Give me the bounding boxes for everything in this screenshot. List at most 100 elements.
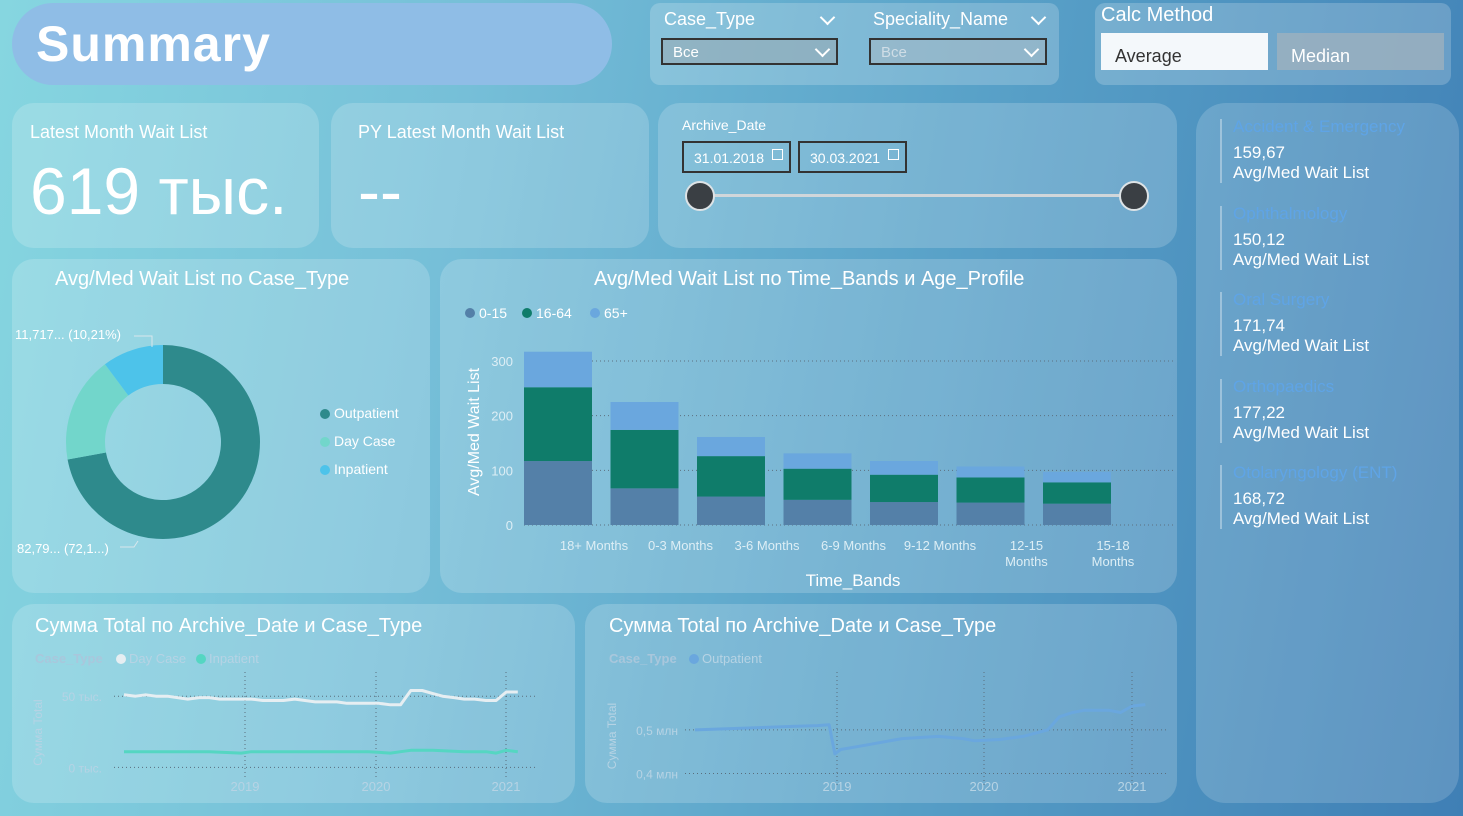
speciality-measure-label: Avg/Med Wait List [1233,422,1370,442]
bar-segment-16-64[interactable] [610,429,679,489]
legend-item-day-case[interactable]: Day Case [320,433,399,461]
start-date-input[interactable]: 31.01.2018 [682,141,791,173]
y-tick-label: 0 тыс. [69,761,102,775]
bar-segment-65+[interactable] [524,351,592,388]
date-range-track[interactable] [699,194,1134,197]
donut-slice-day-case[interactable] [66,364,129,460]
bar-segment-65+[interactable] [956,466,1025,478]
label-leader-line [120,540,139,548]
speciality-card: Accident & Emergency 159,67 Avg/Med Wait L… [1196,117,1459,197]
line-chart-panel-2: Сумма Total по Archive_Date и Case_Type … [585,604,1177,803]
legend-label-65+[interactable]: 65+ [604,305,628,321]
legend-label-16-64[interactable]: 16-64 [536,305,572,321]
bar-segment-0-15[interactable] [697,496,765,525]
bar-segment-0-15[interactable] [524,461,592,525]
chevron-down-icon[interactable] [819,9,836,26]
bar-segment-0-15[interactable] [870,502,938,525]
bar-segment-16-64[interactable] [1043,482,1111,504]
legend-dot-0-15 [465,308,475,318]
bar-segment-0-15[interactable] [956,502,1025,525]
legend-dot [196,654,206,664]
case-type-dropdown[interactable]: Все [661,38,838,65]
speciality-card: Orthopaedics 177,22 Avg/Med Wait List [1196,377,1459,457]
bar-segment-16-64[interactable] [870,474,938,503]
x-tick-label: 9-12 Months [904,538,977,553]
bar-segment-16-64[interactable] [524,387,592,462]
legend-dot-65+ [590,308,600,318]
series-line-outpatient[interactable] [694,703,1146,756]
calc-median-button[interactable]: Median [1277,33,1444,70]
calendar-icon[interactable] [772,149,783,160]
legend-label-0-15[interactable]: 0-15 [479,305,507,321]
speciality-dropdown[interactable]: Все [869,38,1047,65]
card-divider [1220,292,1222,356]
y-tick-label: 0,5 млн [636,724,678,738]
calc-method-slicer: Calc Method Average Median [1095,3,1451,85]
x-tick-label: 2021 [1118,779,1147,794]
line-chart-panel-1: Сумма Total по Archive_Date и Case_Type … [12,604,575,803]
legend-item-inpatient[interactable]: Inpatient [320,461,399,489]
py-latest-month-label: PY Latest Month Wait List [358,122,565,142]
bar-segment-65+[interactable] [870,461,938,475]
bar-chart-panel: Avg/Med Wait List по Time_Bands и Age_Pr… [440,259,1177,593]
legend-label[interactable]: Outpatient [702,651,762,666]
case-type-slicer-label: Case_Type [664,9,756,29]
legend-title: Case_Type [35,651,103,666]
donut-legend: Outpatient Day Case Inpatient [320,405,399,489]
end-date-input[interactable]: 30.03.2021 [798,141,907,173]
range-start-handle[interactable] [685,181,715,211]
donut-chart-panel: Avg/Med Wait List по Case_Type 11,717...… [12,259,430,593]
slicer-group: Case_Type Все Speciality_Name Все [650,3,1059,85]
legend-dot [116,654,126,664]
legend-item-outpatient[interactable]: Outpatient [320,405,399,433]
legend-dot [320,409,330,419]
range-end-handle[interactable] [1119,181,1149,211]
bar-segment-16-64[interactable] [697,456,765,497]
py-latest-month-card: PY Latest Month Wait List -- [331,103,649,248]
latest-month-value: 619 тыс. [30,154,288,228]
card-divider [1220,119,1222,183]
page-title-banner: Summary [12,3,612,85]
speciality-measure-label: Avg/Med Wait List [1233,163,1370,182]
calendar-icon[interactable] [888,149,899,160]
legend-label[interactable]: Inpatient [209,651,259,666]
line-chart-1-title: Сумма Total по Archive_Date и Case_Type [35,615,423,637]
speciality-name: Accident & Emergency [1233,117,1405,136]
bar-segment-0-15[interactable] [1043,503,1111,525]
legend-label: Day Case [334,433,396,449]
bar-chart-title: Avg/Med Wait List по Time_Bands и Age_Pr… [594,268,1025,290]
donut-chart-title: Avg/Med Wait List по Case_Type [55,268,350,290]
bar-segment-0-15[interactable] [610,488,679,525]
donut-slice-outpatient[interactable] [67,345,260,539]
speciality-value: 171,74 [1233,316,1285,335]
y-tick-label: 0,4 млн [636,767,678,781]
series-line-day-case[interactable] [123,689,518,707]
end-date-value: 30.03.2021 [810,150,881,166]
calc-average-button[interactable]: Average [1101,33,1268,70]
series-line-inpatient[interactable] [124,748,518,755]
x-tick-label: 15-18 [1096,538,1129,553]
x-tick-label: 2019 [823,779,852,794]
speciality-value: 177,22 [1233,402,1285,422]
x-tick-label: 2020 [970,779,999,794]
speciality-name: Otolaryngology (ENT) [1233,463,1398,482]
legend-label[interactable]: Day Case [129,651,186,666]
bar-segment-65+[interactable] [783,453,852,469]
speciality-card: Oral Surgery 171,74 Avg/Med Wait List [1196,290,1459,370]
y-tick-label: 300 [491,354,513,369]
chevron-down-icon [814,41,831,58]
bar-segment-65+[interactable] [610,402,679,430]
speciality-measure-label: Avg/Med Wait List [1233,336,1370,355]
bar-segment-16-64[interactable] [956,477,1025,503]
bar-segment-16-64[interactable] [783,468,852,500]
bar-segment-65+[interactable] [1043,471,1111,483]
legend-title: Case_Type [609,651,677,666]
legend-label: Outpatient [334,405,399,421]
speciality-value: 159,67 [1233,143,1285,162]
speciality-card-list: Accident & Emergency 159,67 Avg/Med Wait L… [1196,103,1459,543]
y-axis-label: Avg/Med Wait List [466,367,483,496]
bar-segment-65+[interactable] [697,436,765,457]
chevron-down-icon[interactable] [1030,9,1047,26]
bar-segment-0-15[interactable] [783,499,852,525]
donut-slice-inpatient[interactable] [104,345,163,396]
